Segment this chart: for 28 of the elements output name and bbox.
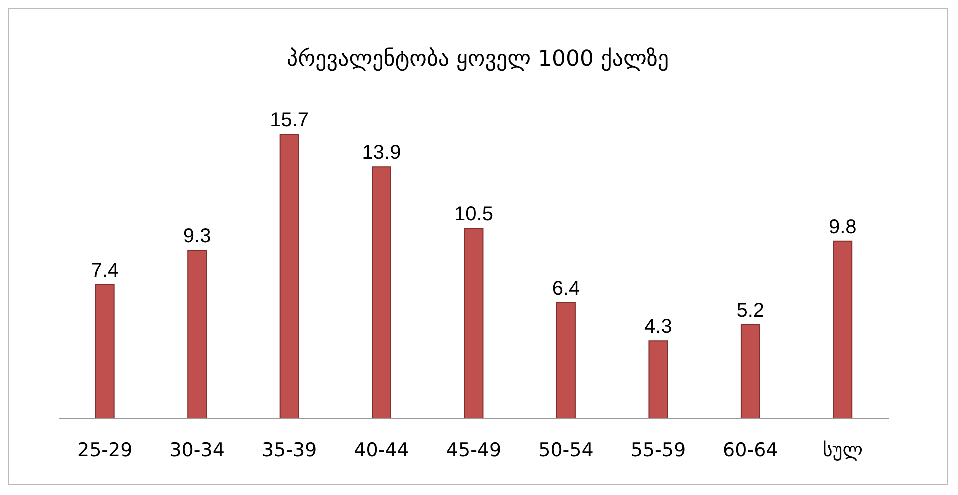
x-tick-label: სულ bbox=[822, 439, 863, 462]
data-label: 9.8 bbox=[828, 216, 857, 238]
data-label: 10.5 bbox=[454, 204, 494, 226]
bar bbox=[464, 228, 484, 420]
data-label: 9.3 bbox=[183, 225, 212, 248]
bar bbox=[648, 340, 668, 420]
bar bbox=[833, 240, 853, 420]
data-label: 13.9 bbox=[362, 142, 402, 164]
x-tick-label: 40-44 bbox=[354, 439, 410, 462]
data-label: 6.4 bbox=[552, 278, 580, 300]
chart-title: პრევალენტობა ყოველ 1000 ქალზე bbox=[286, 47, 670, 72]
bar bbox=[556, 302, 576, 420]
x-tick-label: 30-34 bbox=[170, 439, 225, 462]
bar bbox=[188, 250, 208, 420]
bar bbox=[280, 134, 300, 420]
x-tick-label: 35-39 bbox=[262, 439, 318, 462]
data-label: 7.4 bbox=[91, 260, 120, 282]
x-tick-label: 50-54 bbox=[538, 439, 594, 462]
data-label: 5.2 bbox=[736, 300, 765, 322]
bar bbox=[95, 284, 115, 420]
x-tick-label: 60-64 bbox=[723, 439, 778, 462]
bar bbox=[740, 324, 760, 420]
x-tick-label: 25-29 bbox=[78, 439, 133, 462]
x-tick-label: 45-49 bbox=[446, 439, 502, 462]
bar bbox=[372, 166, 392, 420]
x-tick-label: 55-59 bbox=[630, 439, 686, 462]
data-label: 15.7 bbox=[270, 109, 310, 132]
data-label: 4.3 bbox=[644, 316, 672, 338]
